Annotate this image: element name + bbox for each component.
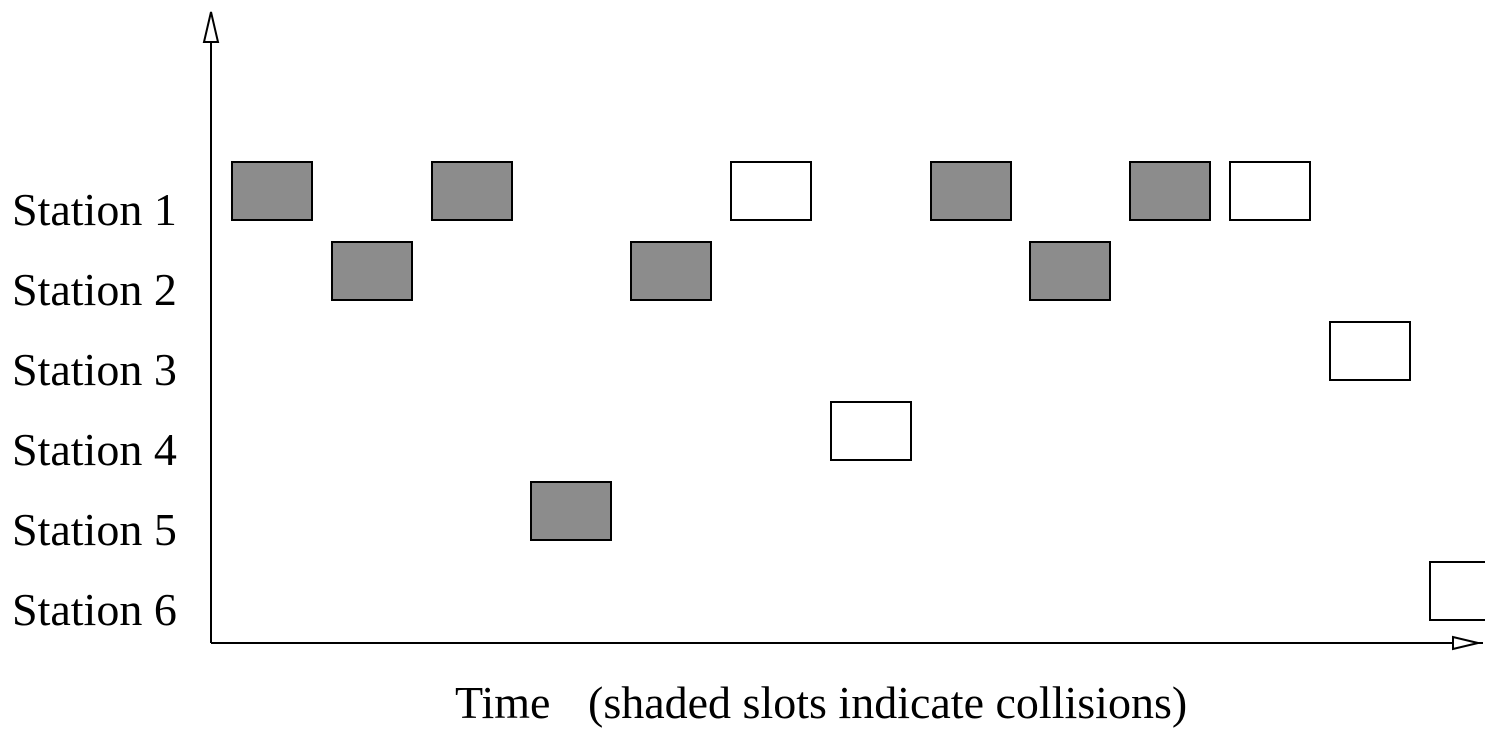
station-label-4: Station 4 [12, 424, 177, 475]
station-labels: Station 1 Station 2 Station 3 Station 4 … [12, 184, 177, 635]
success-slot-station-6-t12 [1429, 561, 1485, 621]
station-label-6: Station 6 [12, 584, 177, 635]
caption-time: Time [455, 677, 550, 728]
vertical-axis-arrow-icon [202, 11, 220, 43]
success-slot-station-1-t10 [1229, 161, 1311, 221]
collision-slot-station-1-t7 [930, 161, 1012, 221]
success-slot-station-4-t6 [830, 401, 912, 461]
caption: Time (shaded slots indicate collisions) [455, 677, 1187, 728]
collision-slot-station-2-t1 [331, 241, 413, 301]
caption-note: (shaded slots indicate collisions) [588, 677, 1187, 728]
collision-slot-station-5-t3 [530, 481, 612, 541]
axes [202, 11, 1483, 651]
station-label-3: Station 3 [12, 344, 177, 395]
collision-slot-station-2-t8 [1029, 241, 1111, 301]
collision-slot-station-1-t2 [431, 161, 513, 221]
station-label-1: Station 1 [12, 184, 177, 235]
time-axis-arrow-icon [1452, 635, 1479, 651]
success-slot-station-1-t5 [730, 161, 812, 221]
collision-slot-station-2-t4 [630, 241, 712, 301]
collision-slot-station-1-t9 [1129, 161, 1211, 221]
station-label-5: Station 5 [12, 504, 177, 555]
collision-slot-station-1-t0 [231, 161, 313, 221]
success-slot-station-3-t11 [1329, 321, 1411, 381]
transmission-slots [231, 161, 1485, 621]
station-label-2: Station 2 [12, 264, 177, 315]
